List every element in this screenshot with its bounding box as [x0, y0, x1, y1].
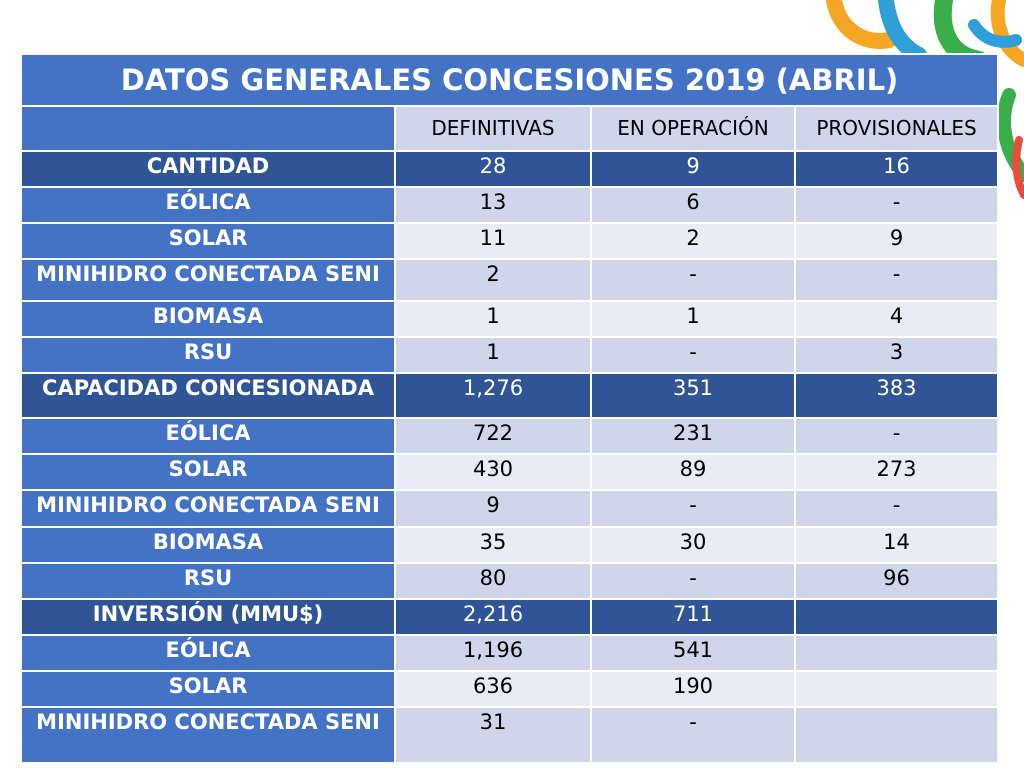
row-label: INVERSIÓN (MMU$) — [20, 598, 396, 636]
cell-definitivas: 2,216 — [394, 598, 592, 636]
header-en-operacion: EN OPERACIÓN — [590, 105, 796, 152]
title-row: DATOS GENERALES CONCESIONES 2019 (ABRIL) — [19, 53, 1000, 107]
cell-definitivas: 31 — [394, 706, 592, 764]
cell-definitivas: 11 — [394, 222, 592, 260]
cell-provisionales: - — [793, 258, 1000, 302]
row-label: SOLAR — [20, 670, 396, 708]
cell-provisionales: 16 — [793, 150, 1000, 188]
table-row: EÓLICA 722 231 - — [20, 417, 1000, 455]
cell-provisionales — [793, 706, 1000, 764]
header-row: DEFINITIVAS EN OPERACIÓN PROVISIONALES — [20, 105, 1000, 152]
table-title: DATOS GENERALES CONCESIONES 2019 (ABRIL) — [19, 53, 1000, 107]
row-label: EÓLICA — [20, 417, 396, 455]
cell-en-operacion: 30 — [590, 526, 796, 564]
cell-en-operacion: 711 — [590, 598, 796, 636]
cell-definitivas: 430 — [394, 453, 592, 491]
cell-en-operacion: 9 — [590, 150, 796, 188]
concessions-table: DATOS GENERALES CONCESIONES 2019 (ABRIL)… — [19, 53, 1000, 764]
header-provisionales: PROVISIONALES — [793, 105, 1000, 152]
cell-en-operacion: 89 — [590, 453, 796, 491]
cell-definitivas: 1 — [394, 300, 592, 338]
cell-provisionales: 96 — [793, 562, 1000, 600]
row-label: BIOMASA — [20, 526, 396, 564]
cell-definitivas: 13 — [394, 186, 592, 224]
cell-provisionales: 273 — [793, 453, 1000, 491]
table-row: BIOMASA 1 1 4 — [20, 300, 1000, 338]
row-label: EÓLICA — [20, 634, 396, 672]
cell-provisionales: - — [793, 186, 1000, 224]
cell-definitivas: 28 — [394, 150, 592, 188]
table-row: RSU 80 - 96 — [20, 562, 1000, 600]
row-label: EÓLICA — [20, 186, 396, 224]
cell-definitivas: 9 — [394, 489, 592, 528]
table-row: MINIHIDRO CONECTADA SENI 9 - - — [20, 489, 1000, 528]
row-label: MINIHIDRO CONECTADA SENI — [20, 258, 396, 302]
row-label: BIOMASA — [20, 300, 396, 338]
cell-en-operacion: 190 — [590, 670, 796, 708]
cell-provisionales: 383 — [793, 372, 1000, 419]
row-label: RSU — [20, 336, 396, 374]
cell-en-operacion: 541 — [590, 634, 796, 672]
table-row: MINIHIDRO CONECTADA SENI 31 - — [20, 706, 1000, 764]
cell-provisionales — [793, 634, 1000, 672]
cell-en-operacion: 2 — [590, 222, 796, 260]
cell-en-operacion: - — [590, 336, 796, 374]
decorative-swirl-graphic — [826, 0, 1024, 199]
cell-definitivas: 1,196 — [394, 634, 592, 672]
table-row: CAPACIDAD CONCESIONADA 1,276 351 383 — [20, 372, 1000, 419]
header-definitivas: DEFINITIVAS — [394, 105, 592, 152]
cell-en-operacion: 351 — [590, 372, 796, 419]
row-label: SOLAR — [20, 222, 396, 260]
row-label: MINIHIDRO CONECTADA SENI — [20, 489, 396, 528]
cell-definitivas: 636 — [394, 670, 592, 708]
cell-provisionales: 14 — [793, 526, 1000, 564]
table-row: RSU 1 - 3 — [20, 336, 1000, 374]
cell-en-operacion: 1 — [590, 300, 796, 338]
table-row: CANTIDAD 28 9 16 — [20, 150, 1000, 188]
table-row: BIOMASA 35 30 14 — [20, 526, 1000, 564]
cell-definitivas: 722 — [394, 417, 592, 455]
cell-en-operacion: - — [590, 258, 796, 302]
cell-definitivas: 2 — [394, 258, 592, 302]
row-label: RSU — [20, 562, 396, 600]
cell-provisionales — [793, 598, 1000, 636]
cell-en-operacion: 231 — [590, 417, 796, 455]
table-row: EÓLICA 13 6 - — [20, 186, 1000, 224]
table-row: SOLAR 11 2 9 — [20, 222, 1000, 260]
row-label: CAPACIDAD CONCESIONADA — [20, 372, 396, 419]
table-row: INVERSIÓN (MMU$) 2,216 711 — [20, 598, 1000, 636]
cell-definitivas: 1,276 — [394, 372, 592, 419]
row-label: MINIHIDRO CONECTADA SENI — [20, 706, 396, 764]
table-row: MINIHIDRO CONECTADA SENI 2 - - — [20, 258, 1000, 302]
row-label: CANTIDAD — [20, 150, 396, 188]
cell-en-operacion: - — [590, 706, 796, 764]
cell-definitivas: 1 — [394, 336, 592, 374]
cell-provisionales: - — [793, 417, 1000, 455]
header-corner — [20, 105, 396, 152]
cell-provisionales: 9 — [793, 222, 1000, 260]
cell-en-operacion: - — [590, 489, 796, 528]
cell-provisionales: - — [793, 489, 1000, 528]
cell-definitivas: 35 — [394, 526, 592, 564]
cell-provisionales: 4 — [793, 300, 1000, 338]
row-label: SOLAR — [20, 453, 396, 491]
table-row: SOLAR 430 89 273 — [20, 453, 1000, 491]
cell-en-operacion: - — [590, 562, 796, 600]
cell-definitivas: 80 — [394, 562, 592, 600]
cell-en-operacion: 6 — [590, 186, 796, 224]
cell-provisionales: 3 — [793, 336, 1000, 374]
cell-provisionales — [793, 670, 1000, 708]
table-row: EÓLICA 1,196 541 — [20, 634, 1000, 672]
table-row: SOLAR 636 190 — [20, 670, 1000, 708]
